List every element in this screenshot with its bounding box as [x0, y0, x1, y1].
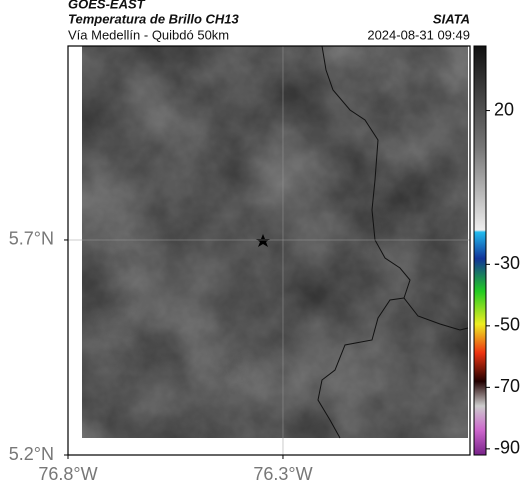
map-frame [67, 45, 471, 456]
colorbar-tick-label: 20 [494, 99, 514, 119]
y-tick-label: 5.7°N [9, 229, 54, 249]
y-tick-label: 5.2°N [9, 444, 54, 464]
location-marker [256, 234, 270, 247]
product: Temperatura de Brillo CH13 [68, 11, 240, 26]
colorbar-tick-label: -50 [494, 315, 520, 335]
cloud-texture [82, 46, 468, 438]
datetime: 2024-08-31 09:49 [367, 27, 470, 42]
source: SIATA [433, 11, 470, 26]
colorbar-tick-label: -30 [494, 253, 520, 273]
x-tick-label: 76.3°W [253, 464, 312, 484]
satellite: GOES-EAST [68, 0, 146, 11]
colorbar-tick-label: -90 [494, 438, 520, 458]
colorbar [473, 45, 487, 456]
x-tick-label: 76.8°W [38, 464, 97, 484]
region: Vía Medellín - Quibdó 50km [68, 27, 229, 42]
colorbar-tick-label: -70 [494, 376, 520, 396]
